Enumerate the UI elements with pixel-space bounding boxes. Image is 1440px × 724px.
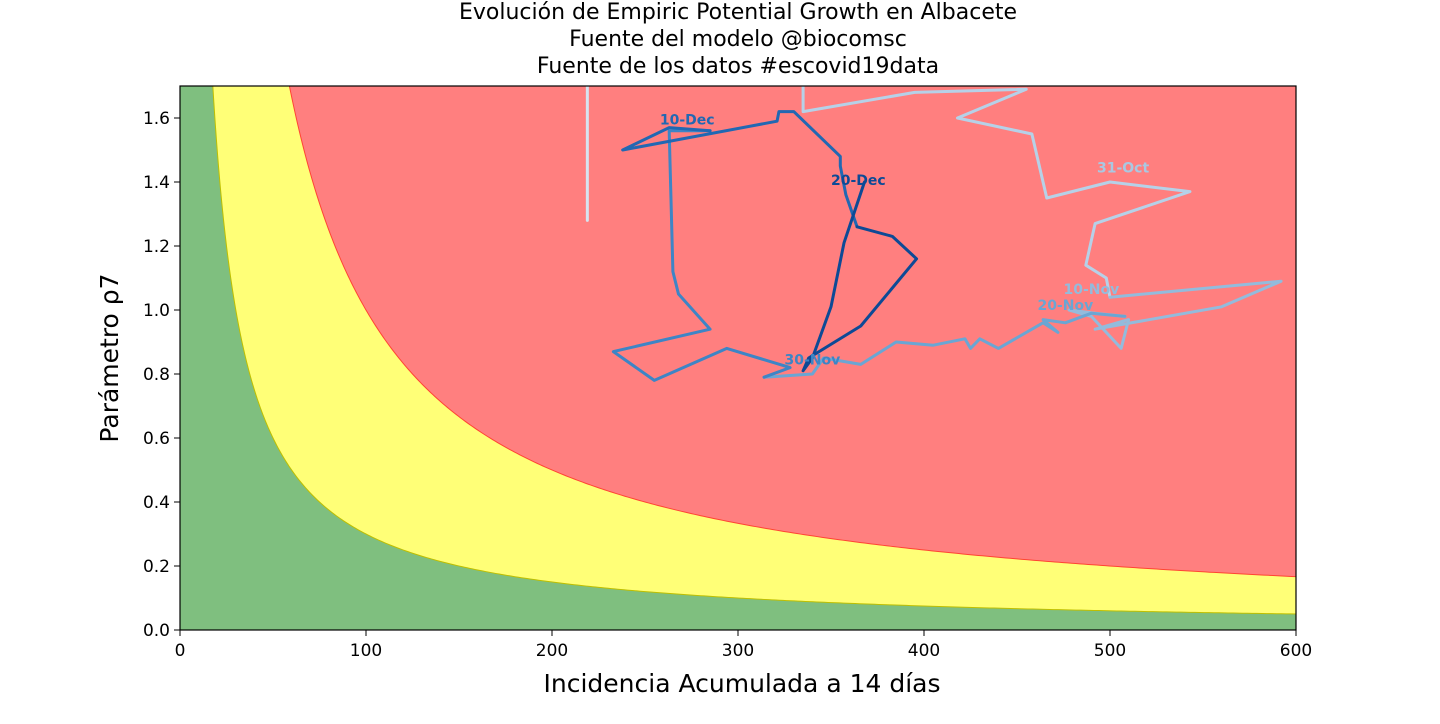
x-tick-label-1: 100 bbox=[350, 641, 382, 661]
zone-low-edge bbox=[212, 86, 1296, 615]
x-tick-label-4: 400 bbox=[908, 641, 940, 661]
x-tick-label-0: 0 bbox=[175, 641, 186, 661]
zone-medium-risk bbox=[180, 86, 1296, 630]
y-tick-label-4: 0.8 bbox=[143, 365, 170, 385]
y-tick-label-0: 0.0 bbox=[143, 621, 170, 641]
trajectory-lines bbox=[585, 86, 1283, 382]
trajectory-segment-6 bbox=[621, 110, 859, 229]
trajectory-segment-4 bbox=[762, 311, 1127, 379]
title-line-2: Fuente del modelo @biocomsc bbox=[569, 27, 907, 52]
risk-zones bbox=[180, 86, 1296, 630]
date-label-1: 31-Oct bbox=[1097, 160, 1149, 176]
title-line-3: Fuente de los datos #escovid19data bbox=[537, 54, 939, 79]
x-tick-label-6: 600 bbox=[1280, 641, 1312, 661]
x-tick-label-3: 300 bbox=[722, 641, 754, 661]
y-tick-label-8: 1.6 bbox=[143, 109, 170, 129]
date-label-2: 10-Nov bbox=[1064, 282, 1120, 298]
date-label-4: 30-Nov bbox=[785, 352, 841, 368]
x-axis-label: Incidencia Acumulada a 14 días bbox=[544, 669, 941, 698]
x-axis-ticks: 0 100 200 300 400 500 600 bbox=[175, 630, 1312, 661]
x-tick-label-5: 500 bbox=[1094, 641, 1126, 661]
y-tick-label-7: 1.4 bbox=[143, 173, 170, 193]
title-line-1: Evolución de Empiric Potential Growth en… bbox=[459, 0, 1017, 25]
trajectory-segment-7 bbox=[801, 180, 919, 373]
y-tick-label-1: 0.2 bbox=[143, 557, 170, 577]
date-label-5: 10-Dec bbox=[660, 112, 715, 128]
date-label-3: 20-Nov bbox=[1037, 298, 1093, 314]
y-tick-label-3: 0.6 bbox=[143, 429, 170, 449]
y-tick-label-2: 0.4 bbox=[143, 493, 170, 513]
x-tick-label-2: 200 bbox=[536, 641, 568, 661]
trajectory-segment-3 bbox=[1067, 279, 1283, 350]
zone-medium-edge bbox=[288, 86, 1296, 578]
zone-low-risk bbox=[180, 86, 1296, 630]
trajectory-segment-5 bbox=[611, 129, 792, 382]
y-axis-ticks: 0.0 0.2 0.4 0.6 0.8 1.0 1.2 1.4 1.6 bbox=[143, 109, 180, 641]
y-tick-label-6: 1.2 bbox=[143, 237, 170, 257]
y-axis-label: Parámetro ρ7 bbox=[95, 273, 124, 442]
y-tick-label-5: 1.0 bbox=[143, 301, 170, 321]
trajectory-segment-2 bbox=[801, 86, 1192, 299]
date-label-6: 20-Dec bbox=[831, 173, 886, 189]
chart-title: Evolución de Empiric Potential Growth en… bbox=[459, 0, 1017, 79]
